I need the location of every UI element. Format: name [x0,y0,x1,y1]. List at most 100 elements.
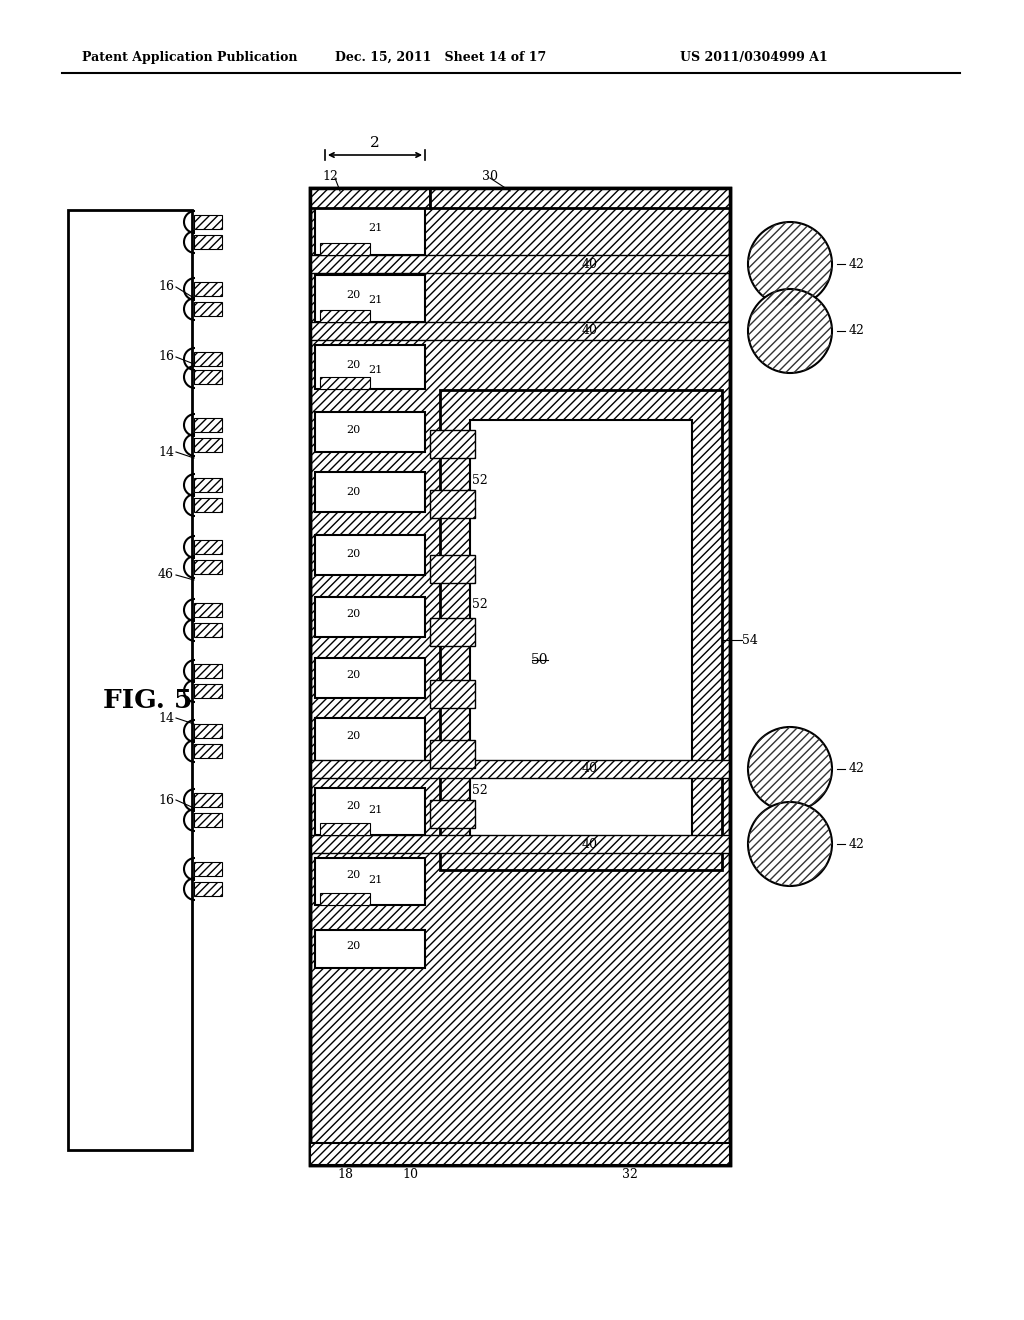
Bar [194,235,222,249]
Bar [315,412,425,451]
Bar [310,187,430,209]
Bar [310,255,730,273]
Text: Dec. 15, 2011   Sheet 14 of 17: Dec. 15, 2011 Sheet 14 of 17 [335,50,546,63]
Bar [194,603,222,616]
Bar [319,894,370,906]
Bar [194,478,222,492]
Bar [194,882,222,896]
Bar [194,623,222,638]
Bar [194,560,222,574]
Bar [194,723,222,738]
Bar [194,560,222,574]
Text: 46: 46 [158,569,174,582]
Bar [430,554,475,583]
Bar [310,836,730,853]
Bar [319,378,370,389]
Text: 16: 16 [158,281,174,293]
Text: 16: 16 [158,351,174,363]
Text: 20: 20 [346,870,360,880]
Bar [310,1143,730,1166]
Bar [194,418,222,432]
Bar [315,209,425,255]
Text: 40: 40 [582,763,598,776]
Text: 42: 42 [849,257,865,271]
Bar [440,389,722,870]
Bar [430,490,475,517]
Bar [440,389,722,870]
Bar [194,215,222,228]
Bar [310,187,730,1166]
Bar [310,322,730,341]
Text: 52: 52 [472,784,487,796]
Text: 21: 21 [368,805,382,814]
Bar [430,800,475,828]
Bar [194,215,222,228]
Bar [194,684,222,698]
Bar [430,680,475,708]
Bar [194,418,222,432]
Bar [430,618,475,645]
Text: 42: 42 [849,325,865,338]
Bar [194,438,222,451]
Bar [194,664,222,678]
Bar [319,243,370,255]
Bar [194,498,222,512]
Text: 52: 52 [472,598,487,611]
Bar [430,490,475,517]
Bar [315,931,425,968]
Bar [194,623,222,638]
Text: 12: 12 [323,169,338,182]
Text: 30: 30 [482,169,498,182]
Bar [315,788,425,836]
Circle shape [748,222,831,306]
Bar [430,680,475,708]
Bar [319,378,370,389]
Bar [194,862,222,876]
Bar [194,664,222,678]
Bar [194,498,222,512]
Text: 50: 50 [531,653,549,667]
Text: 21: 21 [368,294,382,305]
Text: 20: 20 [346,360,360,370]
Bar [310,187,430,209]
Circle shape [748,727,831,810]
Bar [430,187,730,209]
Bar [319,310,370,322]
Text: 14: 14 [158,446,174,458]
Bar [430,800,475,828]
Text: 20: 20 [346,941,360,950]
Text: 20: 20 [346,801,360,810]
Bar [310,187,730,1166]
Text: 20: 20 [346,609,360,619]
Bar [315,473,425,512]
Text: 20: 20 [346,425,360,436]
Bar [194,862,222,876]
Bar [194,282,222,296]
Bar [310,187,730,1166]
Bar [319,822,370,836]
Text: 20: 20 [346,549,360,558]
Bar [194,793,222,807]
Bar [194,438,222,451]
Bar [430,430,475,458]
Text: US 2011/0304999 A1: US 2011/0304999 A1 [680,50,827,63]
Bar [430,741,475,768]
Bar [310,255,730,273]
Bar [194,813,222,828]
Bar [315,597,425,638]
Text: 21: 21 [368,223,382,234]
Bar [470,420,692,840]
Bar [310,1143,730,1166]
Text: 40: 40 [582,837,598,850]
Circle shape [748,803,831,886]
Bar [68,210,193,1150]
Bar [194,684,222,698]
Bar [310,836,730,853]
Bar [315,657,425,698]
Bar [194,302,222,315]
Text: 21: 21 [368,366,382,375]
Bar [430,618,475,645]
Text: 21: 21 [368,875,382,884]
Bar [430,187,730,209]
Text: 10: 10 [402,1168,418,1181]
